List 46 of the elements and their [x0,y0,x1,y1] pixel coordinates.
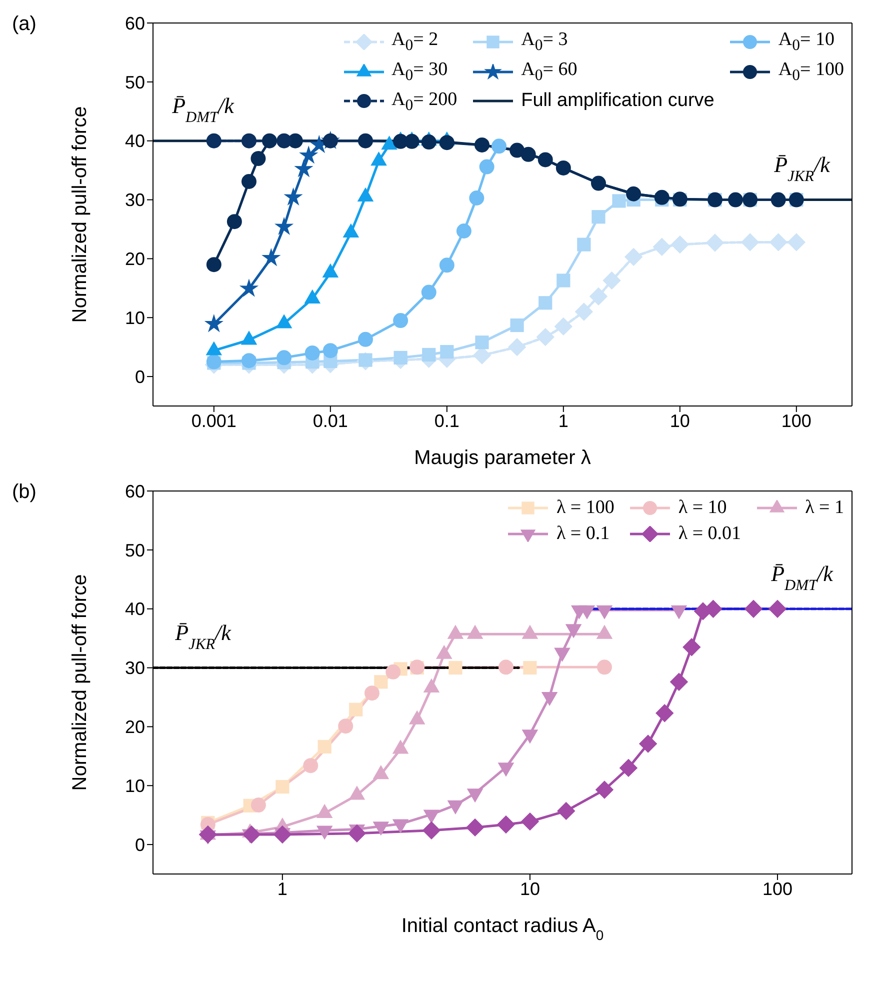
y-tick-label: 50 [124,540,145,560]
y-tick-label: 40 [124,131,145,152]
x-tick-label: 1 [558,410,568,431]
legend-label: A$_{0}$= 60 [521,58,578,85]
legend-label: A$_{0}$= 3 [521,29,568,55]
x-tick-label: 1 [277,878,288,899]
x-axis-title: Maugis parameter λ [414,447,591,469]
y-tick-label: 60 [124,481,145,502]
y-tick-label: 30 [124,658,145,678]
annotation: P̄$_{JKR}$/k [174,620,232,652]
x-tick-label: 10 [670,410,690,431]
y-tick-label: 0 [134,834,145,855]
y-tick-label: 60 [124,13,145,34]
x-tick-label: 0.001 [191,410,236,431]
x-tick-label: 100 [781,410,812,431]
y-tick-label: 20 [124,249,145,270]
x-tick-label: 100 [762,878,793,899]
legend-label: λ = 1 [805,497,844,519]
legend-label: A$_{0}$= 10 [778,29,834,55]
y-tick-label: 20 [124,717,145,738]
y-axis-title: Normalized pull-off force [69,106,91,323]
x-axis-title: Initial contact radius A$_{0}$ [401,915,604,943]
legend-label: A$_{0}$= 2 [392,29,438,55]
legend-label: A$_{0}$= 200 [392,88,458,114]
legend-label: λ = 0.01 [678,523,742,545]
y-tick-label: 10 [124,308,145,328]
annotation: P̄$_{DMT}$/k [770,560,834,594]
chart-title: (a) [12,13,36,35]
legend-label: λ = 0.1 [556,523,610,545]
chart-title: (b) [12,481,36,503]
y-tick-label: 40 [124,599,145,620]
y-axis-title: Normalized pull-off force [69,574,91,791]
legend-label: λ = 100 [556,497,614,519]
legend-label: Full amplification curve [521,90,714,112]
y-tick-label: 10 [124,776,145,796]
x-tick-label: 0.01 [312,410,348,431]
legend-label: λ = 10 [678,497,727,519]
y-tick-label: 50 [124,72,145,92]
legend-label: A$_{0}$= 30 [392,58,448,85]
y-tick-label: 30 [124,190,145,210]
annotation: P̄$_{JKR}$/k [773,152,832,184]
x-tick-label: 10 [520,878,540,899]
annotation: P̄$_{DMT}$/k [171,92,236,126]
legend-label: A$_{0}$= 100 [778,58,844,85]
y-tick-label: 0 [134,366,145,387]
x-tick-label: 0.1 [434,410,460,431]
